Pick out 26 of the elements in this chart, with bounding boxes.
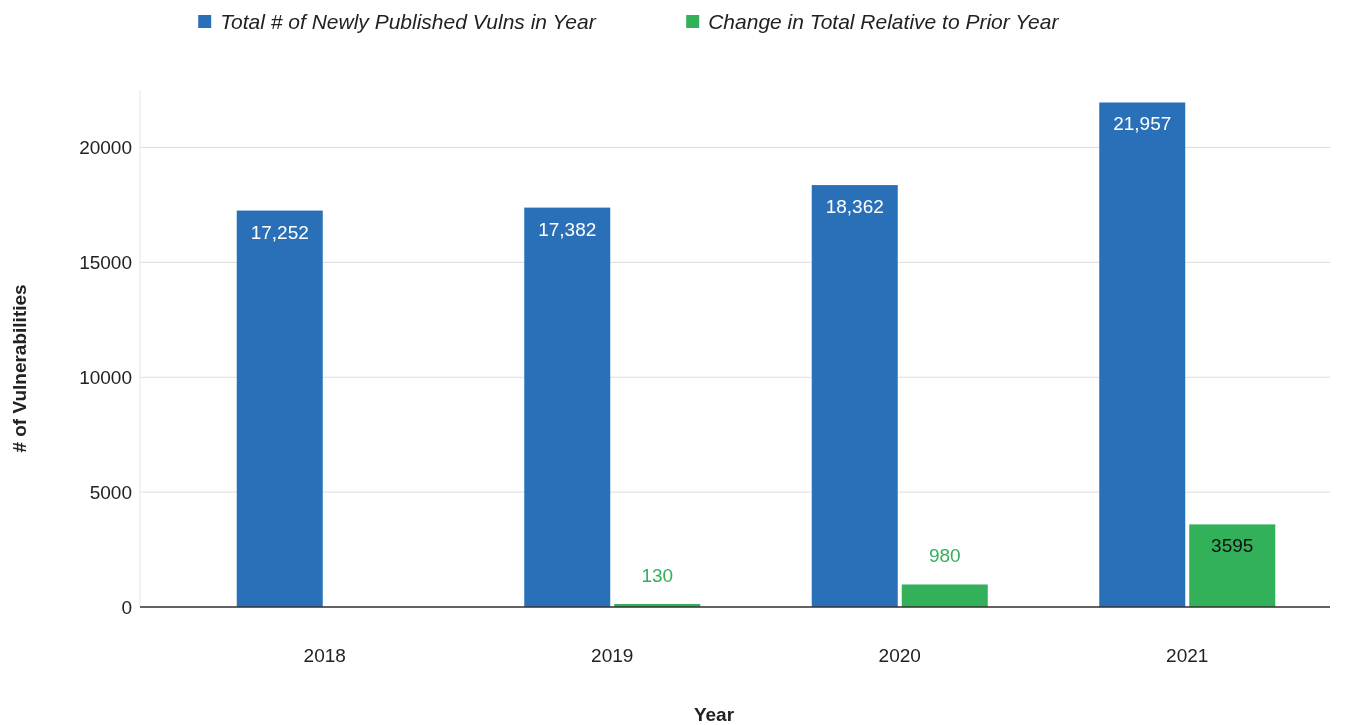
y-tick-label: 5000 xyxy=(89,481,132,503)
bar xyxy=(1099,102,1186,607)
legend-label: Change in Total Relative to Prior Year xyxy=(708,10,1060,34)
x-tick-label: 2019 xyxy=(591,645,634,666)
x-axis-title: Year xyxy=(693,704,735,725)
bar xyxy=(236,210,323,607)
data-label: 980 xyxy=(928,545,961,567)
y-tick-label: 15000 xyxy=(79,251,132,273)
y-tick-label: 10000 xyxy=(79,366,132,388)
data-label: 17,382 xyxy=(538,218,597,240)
y-tick-label: 20000 xyxy=(79,137,132,159)
data-label: 21,957 xyxy=(1113,113,1172,135)
bar xyxy=(1189,524,1276,607)
legend-label: Total # of Newly Published Vulns in Year xyxy=(220,10,597,34)
data-label: 3595 xyxy=(1211,535,1254,557)
data-label: 17,252 xyxy=(250,221,309,243)
y-axis-title: # of Vulnerabilities xyxy=(9,284,30,453)
bar xyxy=(901,584,988,607)
data-label: 18,362 xyxy=(825,196,884,218)
x-tick-label: 2018 xyxy=(303,645,346,666)
x-tick-label: 2020 xyxy=(878,645,921,666)
y-tick-label: 0 xyxy=(121,596,132,618)
x-tick-label: 2021 xyxy=(1166,645,1209,666)
bar xyxy=(524,207,611,607)
bar xyxy=(811,185,898,607)
data-label: 130 xyxy=(641,565,674,587)
